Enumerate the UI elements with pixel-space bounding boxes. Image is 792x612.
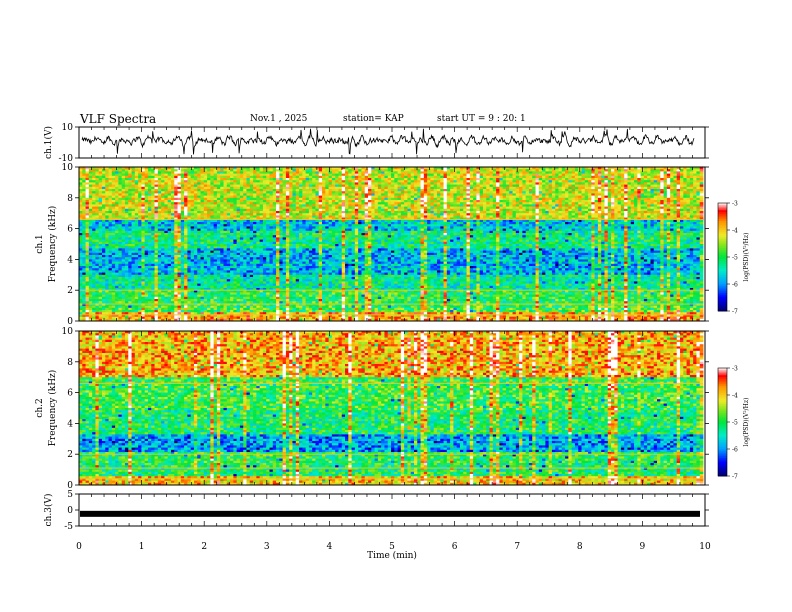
ch1-spectrogram-y-tick-label: 8 xyxy=(67,194,73,204)
colorbar-ch1-gradient xyxy=(718,203,727,312)
colorbar-ch2-tick-label: -4 xyxy=(732,393,738,400)
colorbar-ch2-tick-label: -3 xyxy=(732,366,738,373)
colorbar-ch1-tick-label: -3 xyxy=(732,201,738,208)
ch1-spectrogram-y-tick-label: 6 xyxy=(67,225,73,235)
x-tick-label: 7 xyxy=(514,542,520,552)
x-tick-label: 1 xyxy=(139,542,145,552)
ch3-y-tick-label: -5 xyxy=(64,522,73,532)
x-tick-label: 8 xyxy=(577,542,583,552)
x-tick-label: 2 xyxy=(201,542,207,552)
x-tick-label: 4 xyxy=(327,542,333,552)
ch3-y-tick-label: 0 xyxy=(67,506,73,516)
x-axis-label: Time (min) xyxy=(367,550,417,561)
colorbar-ch1-tick-label: -4 xyxy=(732,228,738,235)
x-tick-label: 0 xyxy=(76,542,82,552)
x-tick-label: 3 xyxy=(264,542,270,552)
ch3-y-tick-label: 5 xyxy=(67,490,73,500)
ch2-spectrogram-y-tick-label: 0 xyxy=(67,481,73,491)
ch3-ylabel: ch.3(V) xyxy=(43,494,54,527)
colorbar-ch1-tick-label: -5 xyxy=(732,255,738,262)
colorbar-ch2-tick-label: -7 xyxy=(732,474,738,481)
ch1-y-tick-label: 10 xyxy=(62,123,74,133)
ch1-ylabel: ch.1(V) xyxy=(43,126,54,159)
date-label: Nov.1 , 2025 xyxy=(250,114,307,124)
colorbar-ch2-tick-label: -5 xyxy=(732,420,738,427)
ch1-waveform-line xyxy=(81,128,695,155)
ch1-spectrogram-y-tick-label: 4 xyxy=(67,255,73,265)
ch2-spectrogram-y-tick-label: 2 xyxy=(67,450,73,460)
ch1-spectrogram-cells xyxy=(79,167,704,322)
colorbar-ch1-tick-label: -7 xyxy=(732,309,738,316)
colorbar-ch1-label: log(PSD)(V²/Hz) xyxy=(743,233,750,282)
x-tick-label: 5 xyxy=(389,542,395,552)
ch2-spectrogram-cells xyxy=(79,331,704,486)
ch1-spectrogram-ylabel2: Frequency (kHz) xyxy=(47,206,58,283)
ch1-y-tick-label: -10 xyxy=(59,154,74,164)
chart-title: VLF Spectra xyxy=(80,112,156,126)
ch1-spectrogram-y-tick-label: 0 xyxy=(67,317,73,327)
x-tick-label: 9 xyxy=(640,542,646,552)
colorbar-ch1-tick-label: -6 xyxy=(732,282,738,289)
ch2-spectrogram-ylabel: ch.2 xyxy=(35,398,45,417)
ch1-spectrogram-ylabel: ch.1 xyxy=(35,234,45,253)
ch1-spectrogram-y-tick-label: 10 xyxy=(62,163,74,173)
colorbar-ch2-tick-label: -6 xyxy=(732,447,738,454)
ch2-spectrogram-y-tick-label: 4 xyxy=(67,419,73,429)
start-time-label: start UT = 9 : 20: 1 xyxy=(437,114,526,124)
ch2-spectrogram-y-tick-label: 8 xyxy=(67,358,73,368)
ch2-spectrogram-y-tick-label: 10 xyxy=(62,327,74,337)
ch2-spectrogram-y-tick-label: 6 xyxy=(67,389,73,399)
ch1-spectrogram-y-tick-label: 2 xyxy=(67,286,73,296)
colorbar-ch2-gradient xyxy=(718,368,727,477)
ch2-spectrogram-ylabel2: Frequency (kHz) xyxy=(47,370,58,447)
colorbar-ch2-label: log(PSD)(V²/Hz) xyxy=(743,398,750,447)
station-label: station= KAP xyxy=(343,114,404,124)
x-tick-label: 10 xyxy=(699,542,711,552)
ch3-signal-band xyxy=(80,510,700,517)
x-tick-label: 6 xyxy=(452,542,458,552)
